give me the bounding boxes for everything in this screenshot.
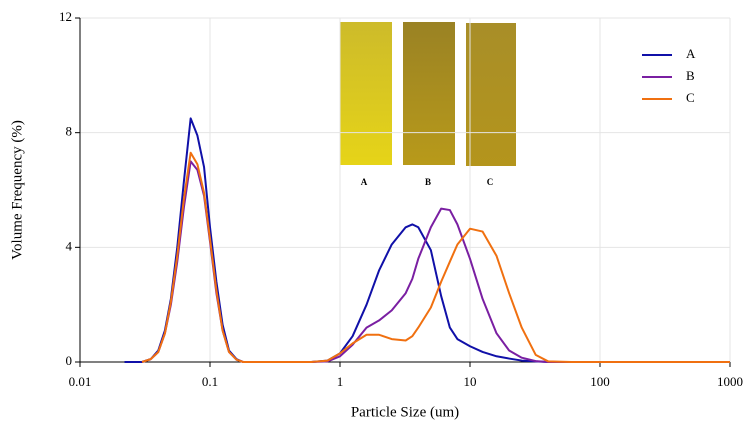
y-tick-label: 0	[66, 353, 73, 368]
x-tick-label: 100	[590, 374, 610, 389]
x-tick-label: 0.01	[69, 374, 92, 389]
legend-label: B	[686, 68, 695, 83]
y-tick-label: 8	[66, 124, 73, 139]
x-tick-label: 0.1	[202, 374, 218, 389]
x-tick-label: 1000	[717, 374, 743, 389]
inset-label: A	[361, 177, 368, 187]
legend-label: A	[686, 46, 696, 61]
sample-c-photo	[466, 23, 516, 166]
y-axis-title: Volume Frequency (%)	[9, 120, 25, 260]
sample-b-photo	[403, 22, 455, 165]
y-tick-label: 12	[59, 9, 72, 24]
sample-photos: A B C	[340, 22, 516, 187]
y-tick-label: 4	[66, 238, 73, 253]
data-line	[124, 117, 730, 363]
inset-label: C	[487, 177, 494, 187]
x-tick-label: 1	[337, 374, 344, 389]
data-line	[141, 151, 730, 363]
legend-label: C	[686, 90, 695, 105]
sample-a-photo	[340, 22, 392, 165]
data-line	[141, 160, 730, 363]
x-axis-title: Particle Size (um)	[351, 404, 459, 420]
inset-label: B	[425, 177, 431, 187]
x-tick-label: 10	[464, 374, 477, 389]
